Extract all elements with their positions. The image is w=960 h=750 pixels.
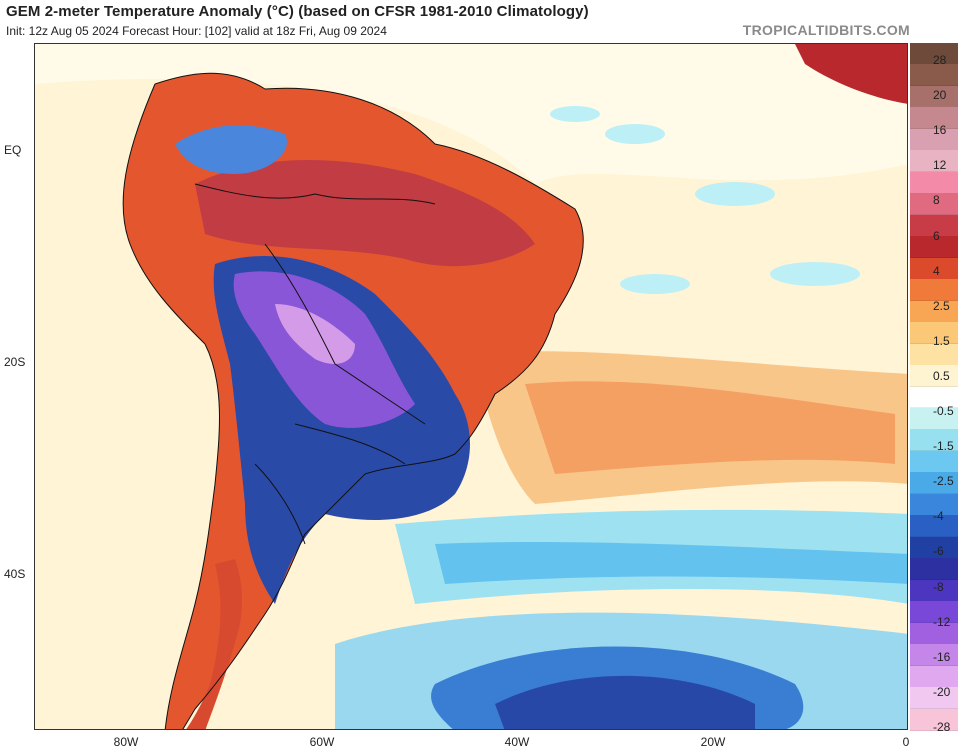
colorbar-tick-label: 2.5 [933, 298, 950, 313]
neutral-north-field [35, 44, 907, 184]
colorbar-tick-label: 12 [933, 158, 947, 173]
cold-outbreak-peak [275, 304, 355, 364]
lat-label-40s: 40S [4, 567, 26, 581]
lat-label-eq: EQ [4, 143, 22, 157]
colorbar-tick-label: 4 [933, 263, 940, 278]
atlantic-speckles [550, 106, 860, 294]
lat-label-20s: 20S [4, 355, 26, 369]
colorbar-tick-label: 0.5 [933, 368, 950, 383]
site-watermark: TROPICALTIDBITS.COM [742, 22, 910, 38]
colorbar-tick-label: 6 [933, 228, 940, 243]
colorbar-tick-label: 16 [933, 123, 947, 138]
colorbar-tick-label: -28 [933, 720, 951, 734]
colorbar-tick-label: -16 [933, 649, 951, 664]
africa-land [795, 44, 907, 104]
colorbar-cell [910, 450, 958, 473]
colorbar-legend: 28 20 16 12 8 6 4 2.5 1.5 0.5 -0.5 -1.5 -2.5 -4 -6 -8 -1… [910, 43, 958, 734]
anomaly-map-canvas [35, 44, 907, 729]
map-subtitle: Init: 12z Aug 05 2024 Forecast Hour: [10… [6, 24, 387, 38]
anomaly-map [34, 43, 908, 730]
colorbar-cell [910, 64, 958, 87]
colorbar-tick-label: 1.5 [933, 333, 950, 348]
colorbar-tick-label: -6 [933, 544, 944, 559]
patagonia-warm [186, 559, 243, 729]
lon-label-40w: 40W [504, 735, 530, 749]
colorbar-tick-label: 28 [933, 53, 947, 67]
colorbar-tick-label: -0.5 [933, 404, 954, 419]
colorbar-tick-label: -1.5 [933, 439, 954, 454]
lon-label-80w: 80W [113, 735, 139, 749]
lon-label-60w: 60W [309, 735, 335, 749]
lon-label-0: 0 [902, 735, 910, 749]
map-title: GEM 2-meter Temperature Anomaly (°C) (ba… [6, 3, 589, 20]
cool-band-2 [435, 542, 907, 584]
colorbar-cell [910, 171, 958, 194]
colorbar-tick-label: -20 [933, 684, 951, 699]
colorbar-cell [910, 558, 958, 581]
cold-south-deep [495, 675, 755, 729]
lon-label-20w: 20W [700, 735, 726, 749]
andes-cool-patch [175, 125, 287, 174]
colorbar-tick-label: -4 [933, 509, 944, 524]
colorbar-tick-label: 8 [933, 193, 940, 208]
colorbar-tick-label: 20 [933, 88, 947, 103]
colorbar-tick-label: -2.5 [933, 474, 954, 489]
country-borders [122, 72, 584, 729]
colorbar-tick-label: -12 [933, 614, 951, 629]
colorbar-tick-label: -8 [933, 579, 944, 594]
warm-atlantic-core [525, 381, 895, 474]
colorbar-cell [910, 708, 958, 731]
land-hot-amazon [195, 160, 535, 267]
